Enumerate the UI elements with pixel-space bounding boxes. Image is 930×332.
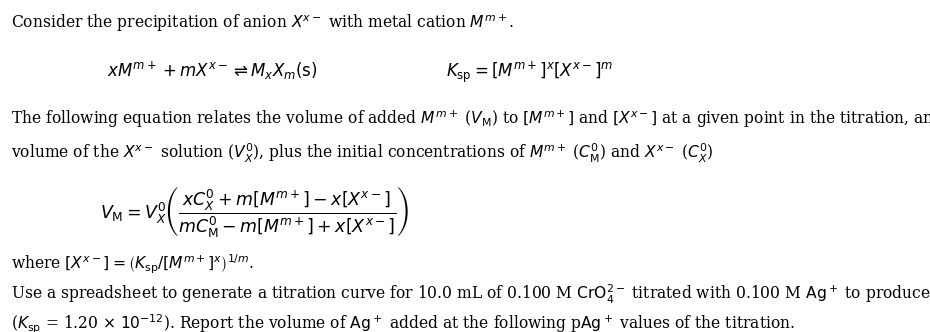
Text: $V_{\mathrm{M}} = V_X^0 \left( \dfrac{xC_X^0 + m[M^{m+}] - x[X^{x-}]}{mC_{\mathr: $V_{\mathrm{M}} = V_X^0 \left( \dfrac{xC… <box>100 184 410 239</box>
Text: $xM^{m+} + mX^{x-} \rightleftharpoons M_xX_m\mathrm{(s)}$: $xM^{m+} + mX^{x-} \rightleftharpoons M_… <box>107 60 317 82</box>
Text: $K_{\mathrm{sp}} = [M^{m+}]^x[X^{x-}]^m$: $K_{\mathrm{sp}} = [M^{m+}]^x[X^{x-}]^m$ <box>446 60 614 85</box>
Text: The following equation relates the volume of added $M^{m+}$ ($V_{\mathrm{M}}$) t: The following equation relates the volum… <box>11 109 930 130</box>
Text: Use a spreadsheet to generate a titration curve for 10.0 mL of 0.100 M $\mathrm{: Use a spreadsheet to generate a titratio… <box>11 283 930 306</box>
Text: Consider the precipitation of anion $X^{x-}$ with metal cation $M^{m+}$.: Consider the precipitation of anion $X^{… <box>11 13 514 34</box>
Text: where $[X^{x-}] = \left(K_{\mathrm{sp}}/[M^{m+}]^x\right)^{1/m}$.: where $[X^{x-}] = \left(K_{\mathrm{sp}}/… <box>11 253 254 276</box>
Text: ($K_{\mathrm{sp}}$ = 1.20 $\times$ $10^{-12}$). Report the volume of $\mathrm{Ag: ($K_{\mathrm{sp}}$ = 1.20 $\times$ $10^{… <box>11 313 795 332</box>
Text: volume of the $X^{x-}$ solution ($V_X^0$), plus the initial concentrations of $M: volume of the $X^{x-}$ solution ($V_X^0$… <box>11 142 714 165</box>
